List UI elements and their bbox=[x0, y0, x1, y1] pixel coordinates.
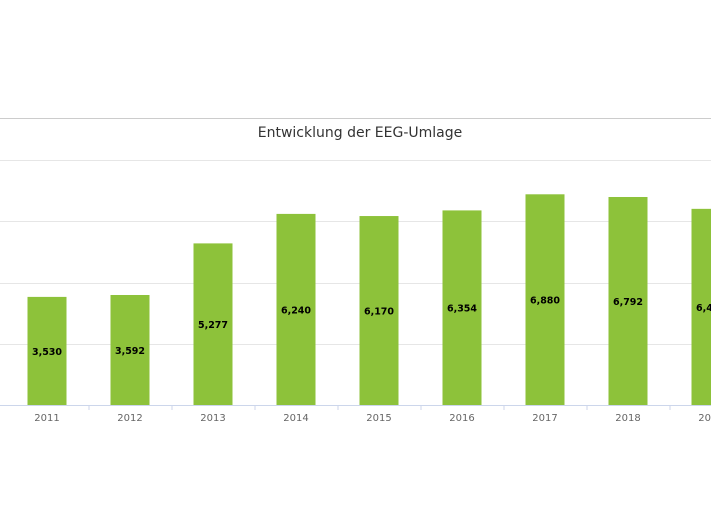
bar-value-label-2019: 6,405 bbox=[696, 303, 711, 314]
x-tick-label-2014: 2014 bbox=[283, 413, 308, 424]
x-tick-label-2018: 2018 bbox=[615, 413, 640, 424]
bar-value-label-2016: 6,354 bbox=[447, 304, 477, 315]
bar-value-label-2011: 3,530 bbox=[32, 347, 62, 358]
bars bbox=[27, 194, 711, 405]
x-tick-label-2015: 2015 bbox=[366, 413, 391, 424]
grid-lines bbox=[0, 160, 711, 345]
bar-value-label-2012: 3,592 bbox=[115, 346, 145, 357]
bar-2013[interactable] bbox=[193, 243, 233, 405]
bar-2014[interactable] bbox=[276, 213, 316, 405]
bar-2015[interactable] bbox=[359, 216, 399, 405]
bar-2016[interactable] bbox=[442, 210, 482, 405]
bar-value-label-2018: 6,792 bbox=[613, 297, 643, 308]
x-tick-label-2011: 2011 bbox=[34, 413, 59, 424]
bar-value-label-2013: 5,277 bbox=[198, 320, 228, 331]
x-tick-label-2016: 2016 bbox=[449, 413, 474, 424]
bar-value-labels: 3,530 3,592 5,277 6,240 6,170 6,354 6,880 6,792… bbox=[32, 296, 711, 358]
bar-2012[interactable] bbox=[110, 294, 150, 405]
x-axis-ticks: 2011 2012 2013 2014 2015 2016 2017 2018 2019 bbox=[34, 405, 711, 424]
chart-title: Entwicklung der EEG-Umlage bbox=[258, 125, 462, 141]
x-tick-label-2017: 2017 bbox=[532, 413, 557, 424]
bar-2019[interactable] bbox=[691, 208, 711, 405]
bar-value-label-2017: 6,880 bbox=[530, 296, 560, 307]
x-tick-label-2012: 2012 bbox=[117, 413, 142, 424]
x-tick-label-2013: 2013 bbox=[200, 413, 225, 424]
bar-2018[interactable] bbox=[608, 196, 648, 405]
bar-value-label-2015: 6,170 bbox=[364, 307, 394, 318]
bar-value-label-2014: 6,240 bbox=[281, 305, 311, 316]
x-tick-label-2019: 2019 bbox=[698, 413, 711, 424]
bar-2017[interactable] bbox=[525, 194, 565, 405]
bar-2011[interactable] bbox=[27, 296, 67, 405]
